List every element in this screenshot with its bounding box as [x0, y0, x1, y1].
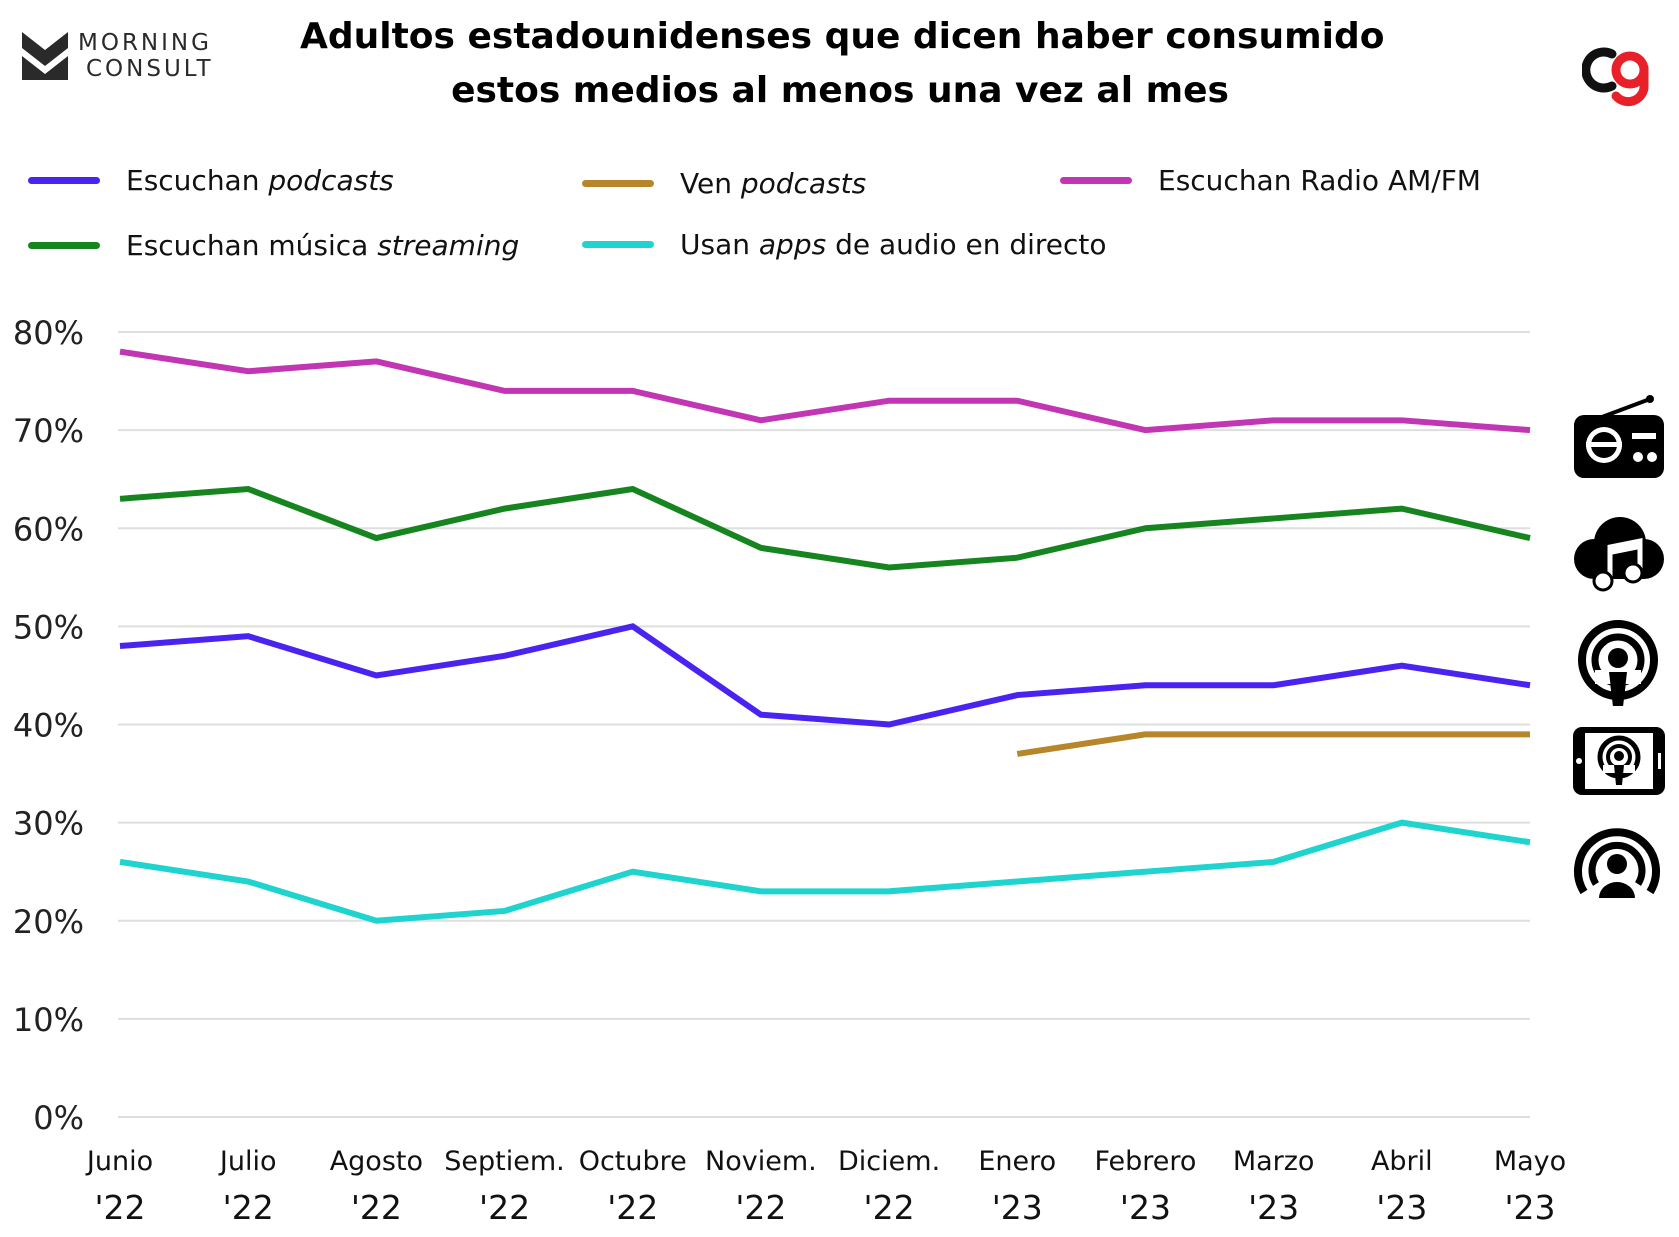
y-tick-label: 50%	[13, 608, 84, 646]
chart-title-line-2: estos medios al menos una vez al mes	[451, 70, 1229, 111]
x-tick-label-year: '22	[479, 1188, 530, 1227]
logo-text-morning: MORNING	[78, 30, 212, 56]
x-tick-label-month: Mayo	[1494, 1146, 1566, 1177]
logo-text-consult: CONSULT	[86, 56, 214, 82]
phone-podcast-icon	[1573, 727, 1665, 795]
y-tick-label: 30%	[13, 805, 84, 843]
legend-label: Ven podcasts	[680, 166, 867, 200]
y-tick-label: 20%	[13, 903, 84, 941]
x-tick-label-month: Diciem.	[838, 1146, 940, 1177]
y-axis: 0% 10% 20% 30% 40% 50% 60% 70% 80%	[13, 314, 84, 1137]
x-axis: Junio '22 Julio '22 Agosto '22 Septiem. '22 Octu…	[85, 1146, 1566, 1227]
x-tick-label-year: '22	[223, 1188, 274, 1227]
podcast-microphone-icon	[1578, 620, 1658, 706]
x-tick-label-year: '22	[94, 1188, 145, 1227]
x-tick-label-month: Junio	[85, 1146, 153, 1177]
legend-item-escuchan-radio: Escuchan Radio AM/FM	[1060, 160, 1481, 200]
legend-swatch	[582, 179, 654, 187]
legend-swatch	[1060, 176, 1132, 184]
series-lines	[119, 348, 1531, 924]
legend-item-escuchan-musica-streaming: Escuchan música streaming	[28, 225, 519, 265]
y-tick-label: 10%	[13, 1001, 84, 1039]
chart-title-line-1: Adultos estadounidenses que dicen haber …	[300, 16, 1385, 57]
x-tick-label-month: Enero	[978, 1146, 1056, 1177]
morning-consult-logo: MORNING CONSULT	[22, 30, 222, 90]
legend-item-ven-podcasts: Ven podcasts	[582, 163, 866, 203]
legend-swatch	[28, 241, 100, 249]
x-tick-label-month: Agosto	[330, 1146, 423, 1177]
series-line-4	[119, 819, 1531, 924]
x-tick-label-year: '23	[1376, 1188, 1427, 1227]
legend-swatch	[28, 176, 100, 184]
x-tick-label-year: '22	[607, 1188, 658, 1227]
x-tick-label-month: Febrero	[1094, 1146, 1196, 1177]
x-tick-label-month: Noviem.	[705, 1146, 817, 1177]
gridlines	[118, 331, 1530, 1118]
x-tick-label-year: '23	[1120, 1188, 1171, 1227]
cg-logo-icon	[1582, 47, 1649, 107]
series-line-2	[119, 348, 1531, 434]
x-tick-label-year: '22	[351, 1188, 402, 1227]
live-audio-icon	[1574, 828, 1660, 898]
morning-consult-logo-icon	[22, 32, 68, 80]
x-tick-label-month: Septiem.	[444, 1146, 564, 1177]
x-tick-label-month: Marzo	[1233, 1146, 1315, 1177]
x-tick-label-year: '23	[992, 1188, 1043, 1227]
legend-swatch	[582, 240, 654, 248]
radio-icon	[1574, 395, 1664, 478]
chart-title: Adultos estadounidenses que dicen haber …	[300, 10, 1385, 118]
series-line-0	[119, 623, 1531, 728]
x-tick-label-year: '23	[1248, 1188, 1299, 1227]
legend-label: Escuchan podcasts	[126, 163, 394, 197]
x-tick-label-year: '23	[1504, 1188, 1555, 1227]
series-line-1	[1016, 731, 1530, 757]
cloud-music-icon	[1574, 517, 1664, 592]
legend-item-escuchan-podcasts: Escuchan podcasts	[28, 160, 394, 200]
legend-label: Usan apps de audio en directo	[680, 227, 1107, 261]
y-tick-label: 80%	[13, 314, 84, 352]
x-tick-label-month: Abril	[1371, 1146, 1433, 1177]
y-tick-label: 70%	[13, 412, 84, 450]
legend-label: Escuchan Radio AM/FM	[1158, 163, 1481, 197]
x-tick-label-month: Julio	[218, 1146, 277, 1177]
x-tick-label-year: '22	[735, 1188, 786, 1227]
y-tick-label: 40%	[13, 707, 84, 745]
x-tick-label-month: Octubre	[579, 1146, 687, 1177]
legend-item-usan-apps-audio-directo: Usan apps de audio en directo	[582, 224, 1107, 264]
y-tick-label: 0%	[33, 1099, 84, 1137]
legend-label: Escuchan música streaming	[126, 228, 520, 262]
x-tick-label-year: '22	[864, 1188, 915, 1227]
y-tick-label: 60%	[13, 510, 84, 548]
series-line-3	[119, 485, 1531, 571]
